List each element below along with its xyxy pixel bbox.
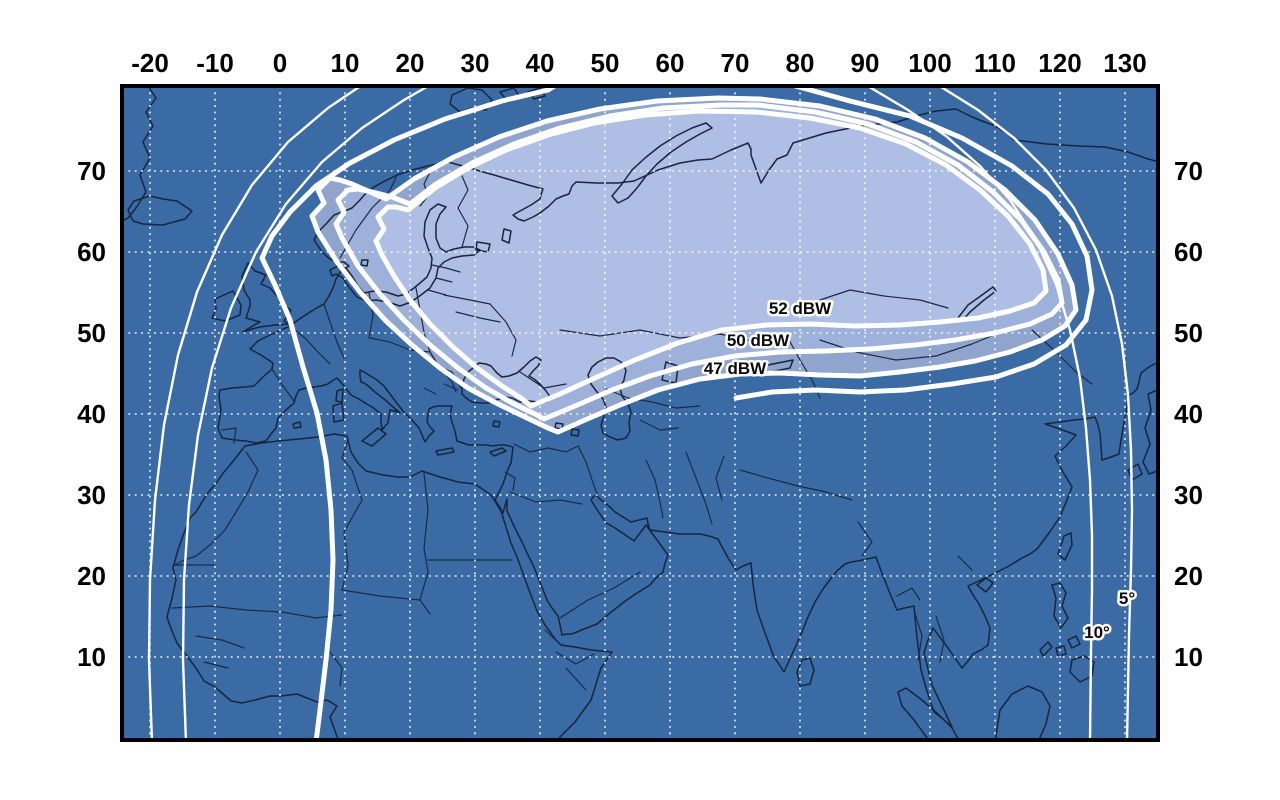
axis-tick-label-top: 40 [526,48,555,78]
axis-tick-label-top: 100 [908,48,951,78]
contour-line-10deg-east [865,86,1094,740]
axis-tick-label-top: 20 [396,48,425,78]
axis-tick-label-right: 60 [1174,237,1203,267]
axis-tick-label-top: 0 [273,48,287,78]
axis-tick-label-left: 60 [77,237,106,267]
label-47dbw: 47 dBW [704,359,767,378]
label-50dbw: 50 dBW [727,331,790,350]
axis-tick-label-right: 50 [1174,318,1203,348]
axis-tick-label-top: 80 [786,48,815,78]
axis-tick-label-left: 50 [77,318,106,348]
axis-tick-label-left: 40 [77,399,106,429]
graticule-grid [122,86,1158,740]
contour-line-5deg-east [937,86,1134,740]
axis-tick-label-top: 110 [974,48,1016,78]
axis-tick-label-top: 30 [461,48,490,78]
axis-tick-label-right: 70 [1174,156,1203,186]
axis-tick-label-left: 30 [77,480,106,510]
label-5deg: 5° [1119,589,1135,608]
contour-line-beam-edge-east [733,86,1095,401]
axis-tick-label-top: 50 [591,48,620,78]
label-10deg: 10° [1084,623,1110,642]
latitude-axis-left: 70 60 50 40 30 20 10 [77,156,106,672]
axis-tick-label-top: -10 [196,48,234,78]
axis-tick-label-top: 60 [656,48,685,78]
label-52dbw: 52 dBW [769,299,832,318]
axis-tick-label-right: 10 [1174,642,1203,672]
axis-tick-label-left: 10 [77,642,106,672]
map-frame [120,84,1160,742]
axis-tick-label-top: 10 [331,48,360,78]
axis-tick-label-top: 90 [851,48,880,78]
axis-tick-label-top: 120 [1038,48,1081,78]
axis-tick-label-left: 20 [77,561,106,591]
axis-tick-label-right: 30 [1174,480,1203,510]
axis-tick-label-left: 70 [77,156,106,186]
latitude-axis-right: 70 60 50 40 30 20 10 [1174,156,1203,672]
contour-line-10deg-west [181,86,431,740]
map-body: 52 dBW 50 dBW 47 dBW 5° 10° [122,86,1158,740]
contour-line-5deg-west [147,86,363,740]
contour-line-beam-edge-west [259,86,559,740]
axis-tick-label-right: 20 [1174,561,1203,591]
axis-tick-label-top: -20 [131,48,169,78]
axis-tick-label-top: 130 [1103,48,1146,78]
axis-tick-label-right: 40 [1174,399,1203,429]
longitude-axis-top: -20 -10 0 10 20 30 40 50 60 70 80 90 100 110 120 130 [131,48,1146,78]
axis-tick-label-top: 70 [721,48,750,78]
